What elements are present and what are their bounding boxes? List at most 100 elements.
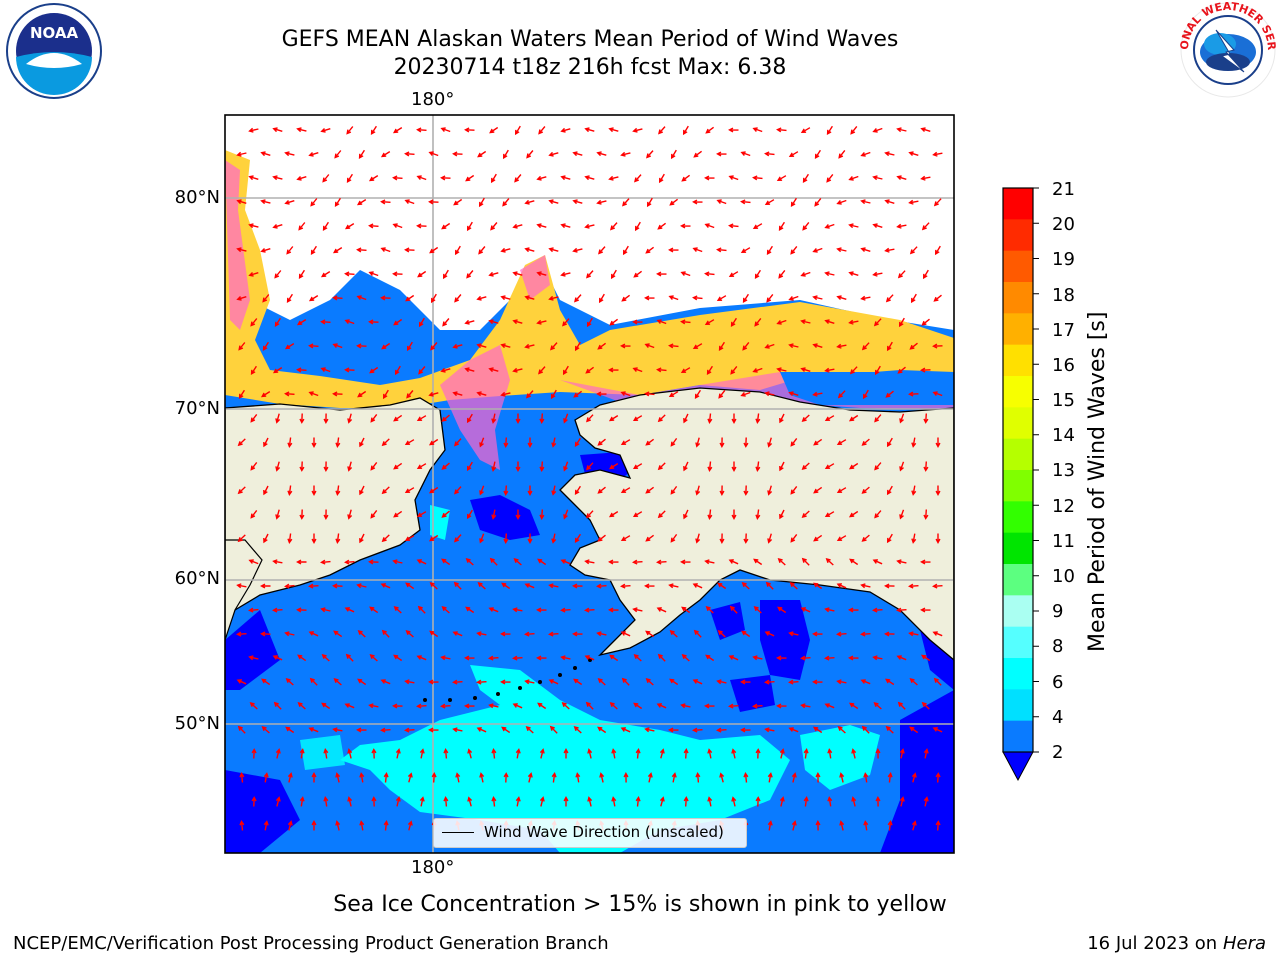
wave-direction-arrow bbox=[656, 367, 667, 373]
wave-direction-arrow bbox=[563, 461, 569, 472]
wave-direction-arrow bbox=[380, 247, 391, 253]
wave-direction-arrow bbox=[524, 343, 535, 349]
wave-direction-arrow bbox=[670, 533, 678, 543]
wave-direction-arrow bbox=[910, 293, 917, 304]
wave-direction-arrow bbox=[788, 343, 799, 349]
wave-direction-arrow bbox=[429, 630, 439, 638]
wave-direction-arrow bbox=[920, 175, 931, 181]
wave-direction-arrow bbox=[527, 772, 533, 783]
wave-direction-arrow bbox=[596, 391, 607, 397]
wave-direction-arrow bbox=[921, 222, 930, 231]
wave-direction-arrow bbox=[380, 583, 391, 589]
wave-direction-arrow bbox=[539, 461, 545, 472]
wave-direction-arrow bbox=[790, 485, 798, 495]
lat-label-60: 60°N bbox=[174, 568, 220, 589]
colorbar bbox=[1002, 187, 1039, 782]
wave-direction-arrow bbox=[683, 413, 689, 424]
wave-direction-arrow bbox=[898, 317, 905, 328]
wave-direction-arrow bbox=[272, 559, 283, 565]
wave-direction-arrow bbox=[560, 175, 571, 181]
wave-direction-arrow bbox=[705, 126, 715, 134]
footer-date: 16 Jul 2023 on Hera bbox=[1087, 933, 1266, 954]
wave-direction-arrow bbox=[730, 317, 737, 328]
wave-direction-arrow bbox=[527, 485, 533, 496]
wave-direction-arrow bbox=[344, 607, 355, 613]
wave-direction-arrow bbox=[551, 437, 557, 448]
wave-direction-arrow bbox=[776, 175, 787, 182]
wave-direction-arrow bbox=[476, 631, 487, 637]
wave-direction-arrow bbox=[548, 631, 559, 637]
wave-direction-arrow bbox=[406, 390, 414, 399]
wave-direction-arrow bbox=[692, 199, 703, 205]
wave-direction-arrow bbox=[932, 631, 943, 637]
wave-direction-arrow bbox=[548, 295, 559, 301]
wave-direction-arrow bbox=[716, 679, 727, 685]
wave-direction-arrow bbox=[779, 461, 785, 472]
colorbar-segment bbox=[1003, 282, 1033, 314]
wave-direction-arrow bbox=[848, 319, 859, 325]
wave-direction-arrow bbox=[503, 772, 509, 783]
wave-direction-arrow bbox=[260, 583, 271, 589]
wave-direction-arrow bbox=[884, 247, 895, 253]
wave-direction-arrow bbox=[874, 510, 882, 519]
wave-direction-arrow bbox=[608, 127, 619, 133]
wave-direction-arrow bbox=[764, 679, 775, 685]
wave-direction-arrow bbox=[560, 127, 571, 133]
wave-direction-arrow bbox=[932, 151, 943, 157]
wave-direction-arrow bbox=[719, 533, 725, 544]
colorbar-segment bbox=[1003, 188, 1033, 220]
wave-direction-arrow bbox=[860, 679, 871, 685]
wave-direction-arrow bbox=[728, 655, 739, 661]
wave-direction-arrow bbox=[285, 678, 294, 686]
wave-direction-arrow bbox=[788, 727, 799, 733]
wave-direction-arrow bbox=[515, 413, 521, 424]
wave-direction-arrow bbox=[704, 559, 715, 565]
wave-direction-arrow bbox=[548, 679, 559, 685]
wave-direction-arrow bbox=[562, 365, 569, 376]
colorbar-label: Mean Period of Wind Waves [s] bbox=[1085, 311, 1110, 652]
wave-direction-arrow bbox=[441, 558, 451, 566]
wave-direction-arrow bbox=[308, 583, 319, 589]
wave-direction-arrow bbox=[743, 772, 749, 783]
wave-direction-arrow bbox=[632, 415, 643, 422]
wave-direction-arrow bbox=[742, 293, 749, 304]
wave-direction-arrow bbox=[250, 461, 258, 471]
wave-direction-arrow bbox=[597, 534, 606, 542]
wave-direction-arrow bbox=[308, 295, 319, 302]
wave-direction-arrow bbox=[704, 319, 715, 326]
wave-direction-arrow bbox=[404, 199, 415, 205]
wave-direction-arrow bbox=[753, 558, 763, 566]
wave-direction-arrow bbox=[935, 533, 941, 544]
wave-direction-arrow bbox=[503, 485, 509, 496]
wave-direction-arrow bbox=[248, 559, 259, 565]
wave-direction-arrow bbox=[860, 199, 871, 205]
wave-direction-arrow bbox=[896, 607, 907, 613]
wave-direction-arrow bbox=[754, 317, 762, 327]
wave-direction-arrow bbox=[719, 485, 725, 496]
wave-direction-arrow bbox=[440, 367, 451, 373]
wave-direction-arrow bbox=[392, 223, 403, 229]
wave-direction-arrow bbox=[728, 559, 739, 565]
calm-patch-4 bbox=[760, 600, 810, 680]
wave-direction-arrow bbox=[440, 127, 451, 133]
wave-direction-arrow bbox=[381, 438, 390, 447]
wave-direction-arrow bbox=[370, 413, 378, 423]
wave-direction-arrow bbox=[512, 367, 523, 373]
wave-direction-arrow bbox=[875, 796, 881, 807]
wave-direction-arrow bbox=[392, 127, 403, 134]
wave-direction-arrow bbox=[848, 510, 859, 518]
wave-direction-arrow bbox=[862, 389, 869, 400]
map-plot-area bbox=[225, 115, 954, 853]
wave-direction-arrow bbox=[743, 437, 749, 448]
wave-direction-arrow bbox=[500, 343, 511, 349]
wave-direction-arrow bbox=[909, 726, 919, 734]
wave-direction-arrow bbox=[668, 343, 679, 349]
wave-direction-arrow bbox=[428, 679, 439, 685]
wave-direction-arrow bbox=[311, 772, 317, 783]
wave-direction-arrow bbox=[284, 631, 295, 637]
wave-direction-arrow bbox=[740, 679, 751, 685]
wave-direction-arrow bbox=[791, 772, 797, 783]
wave-direction-arrow bbox=[886, 437, 893, 448]
wave-direction-arrow bbox=[884, 151, 895, 157]
wave-direction-arrow bbox=[872, 175, 883, 181]
